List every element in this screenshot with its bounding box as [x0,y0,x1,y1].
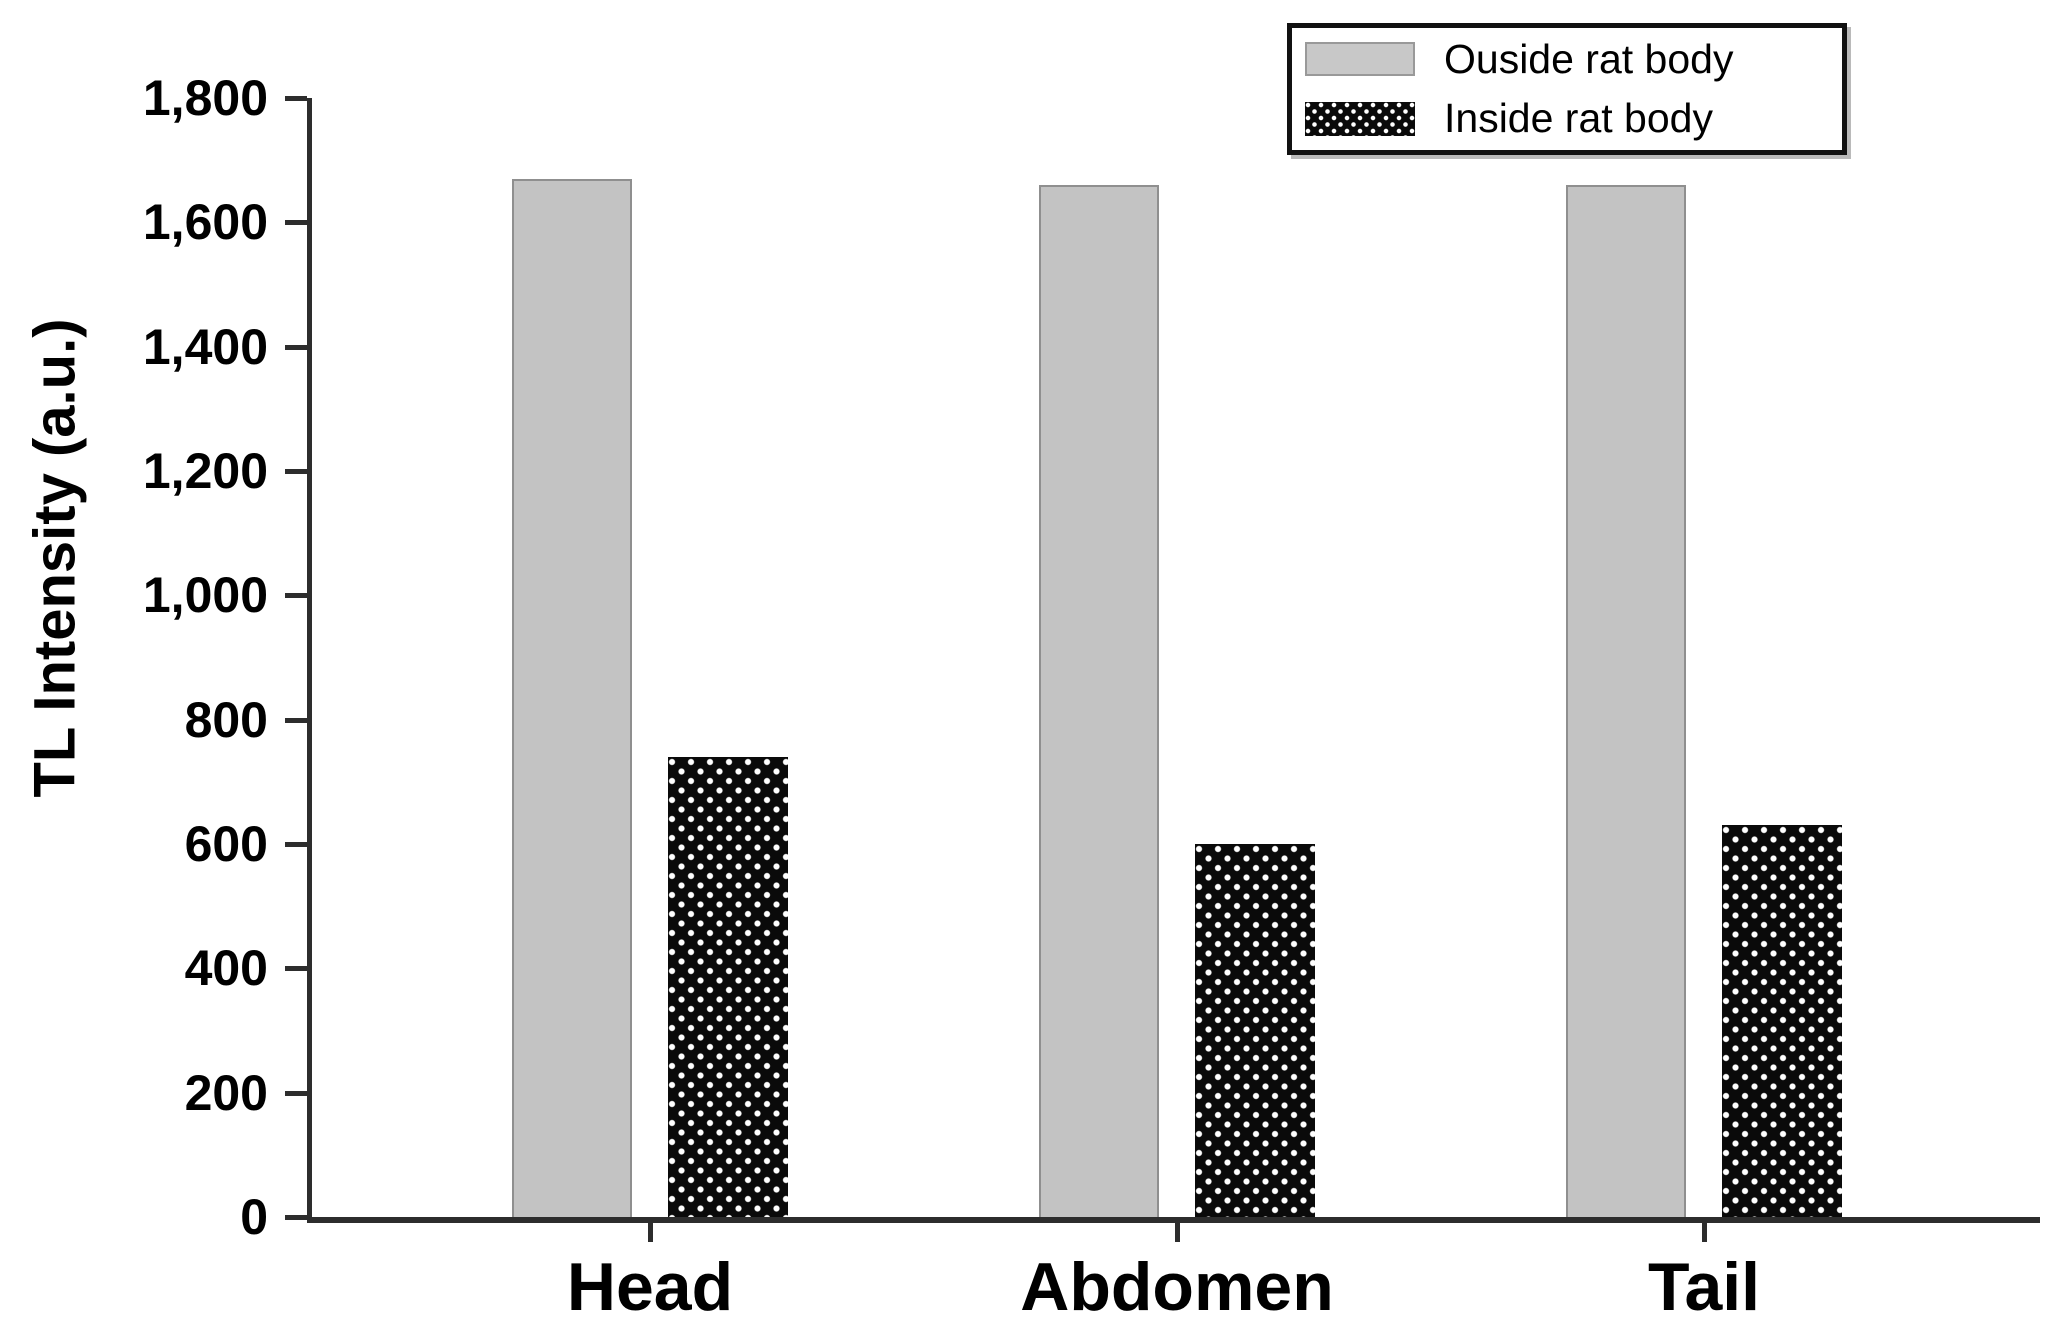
dotted-swatch-icon [1305,101,1415,136]
x-axis-tick-abdomen [1175,1223,1180,1242]
gray-bar-tail [1566,185,1686,1217]
y-axis-tick [285,966,307,972]
x-axis-tick-tail [1702,1223,1707,1242]
y-axis-tick-label: 1,800 [142,70,268,126]
y-axis-tick [285,1215,307,1220]
y-axis-tick [285,96,307,101]
x-axis-label-tail: Tail [1647,1249,1761,1325]
y-axis-tick [285,842,307,847]
y-axis-tick-label: 600 [184,816,268,872]
y-axis-tick [285,469,307,474]
dotted-bar-abdomen [1195,844,1315,1217]
gray-bar-head [512,179,632,1217]
legend-entry-outside: Ouside rat body [1305,35,1842,82]
plot-area: 0 200 400 600 800 1,000 1,200 1,400 1,600 1,800 He… [143,73,2040,1321]
y-axis-tick-label: 800 [184,691,268,748]
x-axis-tick-head [648,1223,653,1242]
legend-entry-inside: Inside rat body [1305,95,1842,141]
gray-swatch-icon [1305,42,1415,77]
dotted-bar-head [668,757,788,1217]
legend: Ouside rat body Inside rat body [1287,23,1847,155]
y-axis-tick-label: 200 [184,1064,268,1121]
legend-label-inside: Inside rat body [1444,95,1713,141]
y-axis-tick [285,344,307,350]
y-axis-tick-label: 1,000 [142,567,268,624]
y-axis-tick-label: 1,400 [142,318,268,375]
dotted-bar-tail [1722,825,1842,1217]
gray-bar-abdomen [1039,185,1159,1217]
y-axis-tick [285,717,307,723]
y-axis-tick [285,593,307,599]
x-axis-label-head: Head [566,1249,734,1325]
x-axis-label-abdomen: Abdomen [1020,1249,1334,1325]
legend-label-outside: Ouside rat body [1444,35,1734,82]
y-axis-tick [285,1090,307,1096]
y-axis-tick-label: 0 [240,1189,268,1245]
y-axis-tick-label: 1,200 [142,443,268,499]
y-axis-tick-label: 1,600 [142,194,268,251]
y-axis-tick-label: 400 [184,940,268,997]
y-axis-tick [285,220,307,226]
